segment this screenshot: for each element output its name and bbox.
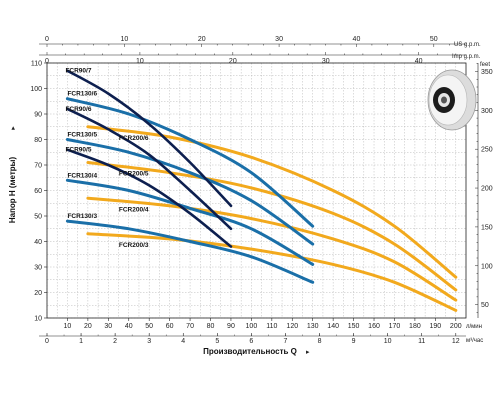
curve-fcr130-5 <box>65 138 315 246</box>
feet-tick-label: 100 <box>481 263 493 270</box>
x-tick-label: 170 <box>389 323 401 330</box>
usgpm-tick-label: 10 <box>120 36 128 43</box>
feet-tick-label: 300 <box>481 108 493 115</box>
x-tick-label: 180 <box>409 323 421 330</box>
x-tick-label: 110 <box>266 323 277 330</box>
usgpm-tick-label: 0 <box>45 36 49 43</box>
feet-tick-label: 200 <box>481 186 493 193</box>
curve-label-fcr130-6: FCR130/6 <box>67 91 97 98</box>
impgpm-tick-label: 30 <box>322 58 330 65</box>
y-tick-label: 80 <box>34 137 42 144</box>
m3h-tick-label: 3 <box>147 338 151 345</box>
impeller-image <box>427 69 477 131</box>
m3h-tick-label: 0 <box>45 338 49 345</box>
axes: 10 20 30 40 50 60 70 80 90 100 110 120 130 140 150 160 1… <box>30 36 492 345</box>
curve-label-fcr130-4: FCR130/4 <box>67 172 97 179</box>
y-tick-label: 70 <box>34 163 42 170</box>
y-tick-label: 100 <box>30 86 42 93</box>
feet-tick-label: 50 <box>481 302 489 309</box>
m3h-tick-label: 6 <box>249 338 253 345</box>
x-tick-label: 90 <box>227 323 235 330</box>
x-unit-top2-label: Imp g.p.m. <box>452 54 481 60</box>
x-tick-label: 80 <box>207 323 215 330</box>
curve-fcr200-4 <box>86 196 458 302</box>
y-axis-title: Напор H (метры) <box>8 157 17 224</box>
curve-label-fcr90-5: FCR90/5 <box>65 147 91 154</box>
usgpm-tick-label: 30 <box>275 36 283 43</box>
curve-fcr90-5 <box>66 148 233 248</box>
x-unit-top-label: US g.p.m. <box>454 42 481 48</box>
x-tick-label: 30 <box>104 323 112 330</box>
curve-label-fcr130-3: FCR130/3 <box>67 213 97 220</box>
x-tick-label: 120 <box>286 323 298 330</box>
x-tick-label: 10 <box>64 323 72 330</box>
curve-label-fcr90-7: FCR90/7 <box>65 68 91 75</box>
curves: FCR90/7 FCR90/6 FCR90/5 FCR130/6 FCR130/5 FCR… <box>65 68 458 312</box>
curve-fcr200-6 <box>86 125 458 279</box>
y-axis-arrow: ▸ <box>10 126 17 130</box>
x-axis-title: Производительность Q <box>203 347 297 356</box>
curve-label-fcr200-5: FCR200/5 <box>119 171 149 178</box>
curve-label-fcr130-5: FCR130/5 <box>67 132 97 139</box>
m3h-tick-label: 10 <box>384 338 392 345</box>
usgpm-tick-label: 40 <box>353 36 361 43</box>
m3h-tick-label: 12 <box>452 338 460 345</box>
x-tick-label: 100 <box>246 323 258 330</box>
x-unit-bottom-label: л/мин <box>466 324 482 330</box>
feet-tick-label: 150 <box>481 224 493 231</box>
curve-label-fcr200-3: FCR200/3 <box>119 242 149 249</box>
x-tick-label: 40 <box>125 323 133 330</box>
y-tick-label: 30 <box>34 265 42 272</box>
x-tick-label: 140 <box>327 323 339 330</box>
m3h-tick-label: 8 <box>318 338 322 345</box>
curve-fcr200-5 <box>86 161 458 292</box>
x-tick-label: 190 <box>429 323 441 330</box>
x-unit-bottom2-label: м³/час <box>466 338 483 344</box>
usgpm-tick-label: 20 <box>198 36 206 43</box>
curve-label-fcr90-6: FCR90/6 <box>65 106 91 113</box>
curve-fcr130-3 <box>65 219 315 284</box>
x-tick-label: 70 <box>186 323 194 330</box>
usgpm-tick-label: 50 <box>430 36 438 43</box>
x-tick-label: 200 <box>450 323 462 330</box>
m3h-tick-label: 5 <box>215 338 219 345</box>
x-tick-label: 20 <box>84 323 92 330</box>
m3h-tick-label: 7 <box>284 338 288 345</box>
impgpm-tick-label: 20 <box>229 58 237 65</box>
feet-tick-label: 350 <box>481 69 493 76</box>
m3h-tick-label: 4 <box>181 338 185 345</box>
y-tick-label: 90 <box>34 112 42 119</box>
m3h-tick-label: 2 <box>113 338 117 345</box>
y-tick-label: 10 <box>34 316 42 323</box>
curve-fcr90-6 <box>66 107 233 231</box>
curve-fcr130-4 <box>65 178 315 266</box>
feet-tick-label: 250 <box>481 147 493 154</box>
curve-label-fcr200-4: FCR200/4 <box>119 206 149 213</box>
impgpm-tick-label: 0 <box>45 58 49 65</box>
impgpm-tick-label: 40 <box>415 58 423 65</box>
y-tick-label: 40 <box>34 239 42 246</box>
curve-label-fcr200-6: FCR200/6 <box>119 135 149 142</box>
y-tick-label: 110 <box>31 61 42 68</box>
x-tick-label: 60 <box>166 323 174 330</box>
curve-fcr130-6 <box>65 97 315 228</box>
x-tick-label: 50 <box>145 323 153 330</box>
m3h-tick-label: 9 <box>352 338 356 345</box>
curve-fcr200-3 <box>86 232 458 312</box>
x-tick-label: 160 <box>368 323 380 330</box>
x-tick-label: 130 <box>307 323 319 330</box>
y-unit-right-label: feet <box>480 62 490 68</box>
curve-fcr90-7 <box>66 69 233 208</box>
y-tick-label: 20 <box>34 290 42 297</box>
y-tick-label: 60 <box>34 188 42 195</box>
x-tick-label: 150 <box>348 323 360 330</box>
m3h-tick-label: 11 <box>418 338 425 345</box>
impgpm-tick-label: 10 <box>136 58 144 65</box>
y-tick-label: 50 <box>34 214 42 221</box>
m3h-tick-label: 1 <box>79 338 83 345</box>
x-axis-arrow: ▸ <box>306 349 310 356</box>
